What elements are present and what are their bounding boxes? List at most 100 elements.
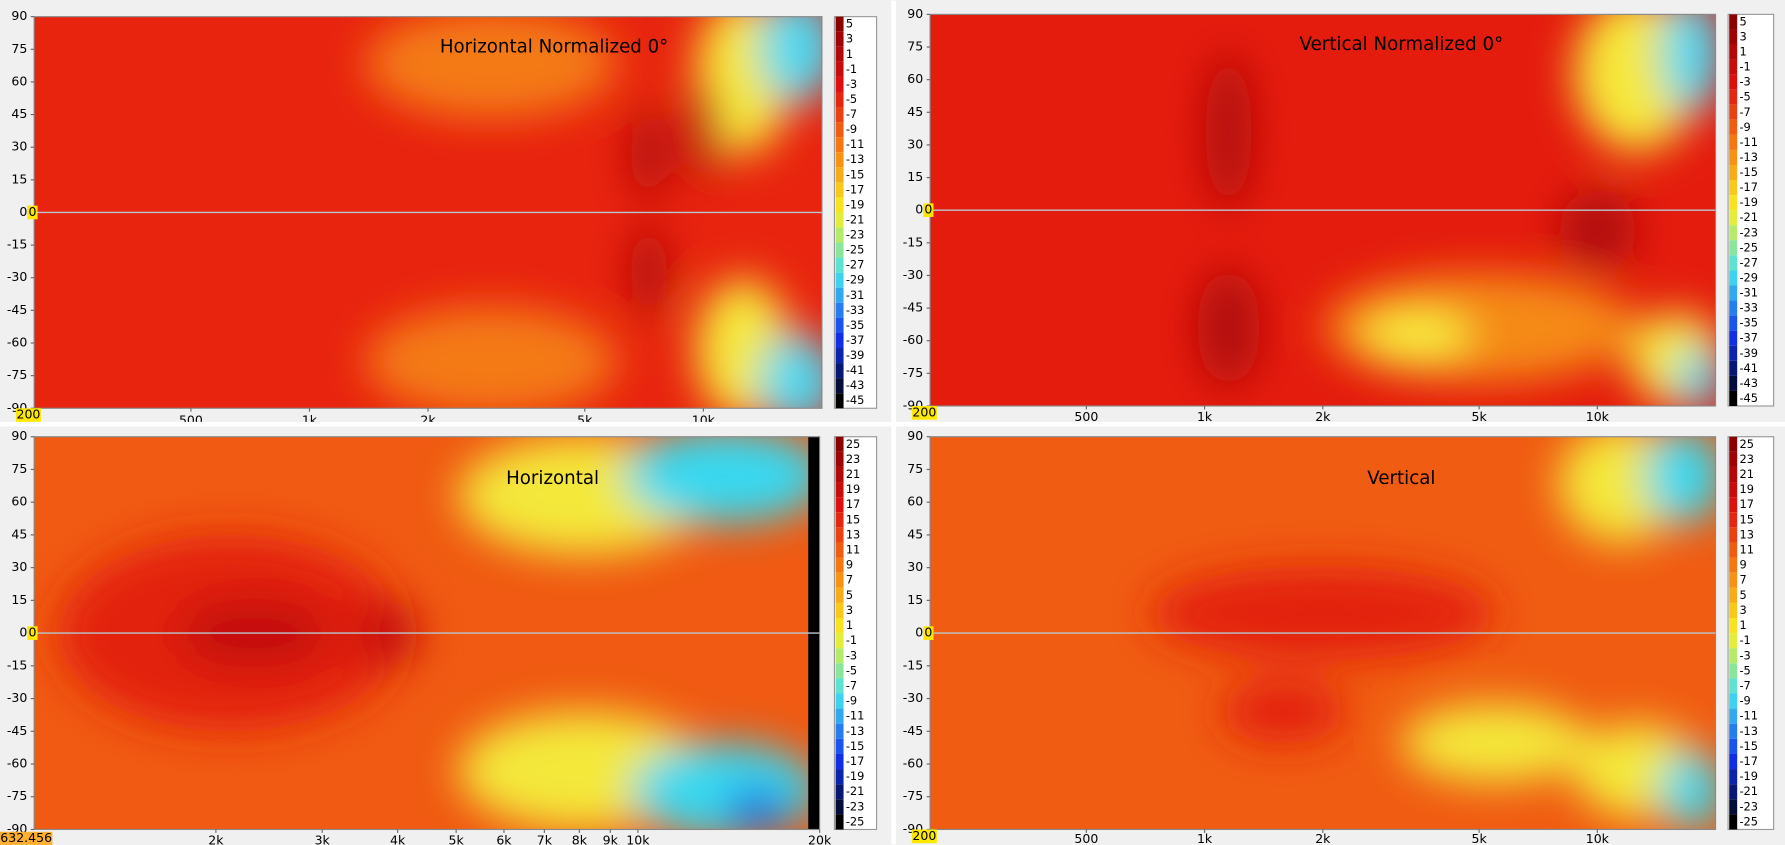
y-tick-label: 60 [907,71,923,86]
colorbar-swatch [1729,134,1738,150]
heatmap-regions [1150,436,1716,830]
panel: Horizontal9075604530150-15-30-45-60-75-9… [0,428,878,845]
cursor-x-box [15,408,41,422]
colorbar-swatch [1729,648,1738,664]
colorbar-label: -29 [1739,270,1758,284]
cursor-y-label: 0 [924,625,932,640]
x-tick-label: 500 [1074,409,1098,424]
y-tick-label: 30 [907,136,923,151]
heatmap-region [687,87,720,182]
colorbar-swatch [835,212,844,228]
colorbar-swatch [835,482,844,498]
colorbar-swatch [835,678,844,694]
colorbar-swatch [835,107,844,123]
y-tick-label: 0 [19,625,27,640]
colorbar-swatch [835,753,844,770]
colorbar-label: -33 [1739,301,1758,315]
colorbar-swatch [835,799,844,815]
colorbar-swatch [1729,708,1738,724]
cursor-x-label: 200 [17,407,41,422]
colorbar-swatch [1729,572,1738,588]
colorbar-swatch [835,242,844,258]
colorbar-label: -45 [1739,391,1758,405]
colorbar-swatch [835,287,844,303]
x-tick-label: 1k [1197,409,1213,424]
x-tick-label: 10k [626,832,650,845]
colorbar-label: -41 [1739,361,1758,375]
colorbar-label: 3 [846,603,853,617]
heatmap-regions [365,16,822,409]
heatmap-region [1362,312,1473,360]
colorbar-label: 1 [846,618,853,632]
colorbar-swatch [835,122,844,138]
colorbar-swatch [1729,225,1738,241]
x-tick-label: 6k [496,832,512,845]
colorbar-label: -15 [1739,739,1758,753]
colorbar-swatch [1729,738,1738,754]
y-tick-label: -60 [903,756,923,771]
colorbar-label: -19 [1739,769,1758,783]
x-tick-label: 2k [1315,831,1331,845]
heatmap-region [1676,347,1716,406]
colorbar-label: 15 [1739,512,1753,526]
y-tick-label: -60 [7,756,27,771]
heatmap-region [758,333,822,409]
colorbar-label: -15 [846,739,865,753]
y-tick-label: 45 [907,104,923,119]
colorbar-swatch [1729,587,1738,603]
colorbar-label: -17 [846,182,865,196]
colorbar-swatch [1729,195,1738,211]
heatmap-region [1197,268,1260,387]
heatmap-region [623,436,820,524]
chart-title: Vertical Normalized 0° [1300,34,1504,55]
colorbar-swatch [1729,210,1738,226]
colorbar-label: 25 [1739,437,1753,451]
colorbar-swatch [1729,104,1738,120]
y-tick-label: -45 [7,302,27,317]
colorbar-label: -27 [1739,255,1758,269]
colorbar-label: -13 [846,724,865,738]
colorbar-swatch [1729,602,1738,618]
colorbar-swatch [835,769,844,785]
y-tick-label: -15 [7,237,27,252]
cursor-y-box [27,626,38,640]
colorbar-swatch [1729,542,1738,558]
colorbar-swatch [835,257,844,273]
heatmap-region [1644,436,1716,524]
colorbar-swatch [835,587,844,603]
colorbar-label: -25 [846,814,865,828]
colorbar-label: 5 [1739,14,1746,28]
colorbar-label: -9 [846,694,857,708]
colorbar-swatch [1729,497,1738,513]
colorbar-swatch [835,663,844,679]
cursor-y-label: 0 [28,204,36,219]
colorbar-swatch [1729,180,1738,196]
colorbar-label: 11 [1739,543,1753,557]
colorbar-label: -25 [1739,814,1758,828]
y-tick-label: 75 [907,461,923,476]
colorbar-swatch [835,363,844,379]
y-tick-label: -60 [7,335,27,350]
colorbar-swatch [1729,14,1738,30]
colorbar-label: -7 [846,678,857,692]
colorbar-swatch [1729,799,1738,815]
colorbar-label: -3 [846,648,857,662]
y-tick-label: -75 [7,788,27,803]
colorbar-label: -41 [846,363,865,377]
cursor-x-box [0,831,53,845]
y-tick-label: -75 [7,367,27,382]
heatmap-region [1204,53,1253,211]
y-tick-label: -30 [7,269,27,284]
colorbar-swatch [1729,557,1738,573]
colorbar-swatch [835,572,844,588]
colorbar-swatch [1729,723,1738,739]
colorbar-label: 19 [846,482,860,496]
colorbar-swatch [1729,255,1738,271]
cursor-x-label: 200 [912,828,936,843]
colorbar-label: -1 [1739,60,1750,74]
cursor-x-box [911,405,937,420]
colorbar-label: -15 [1739,165,1758,179]
colorbar-label: -37 [1739,331,1758,345]
colorbar-label: -23 [846,799,865,813]
colorbar-label: -39 [1739,346,1758,360]
